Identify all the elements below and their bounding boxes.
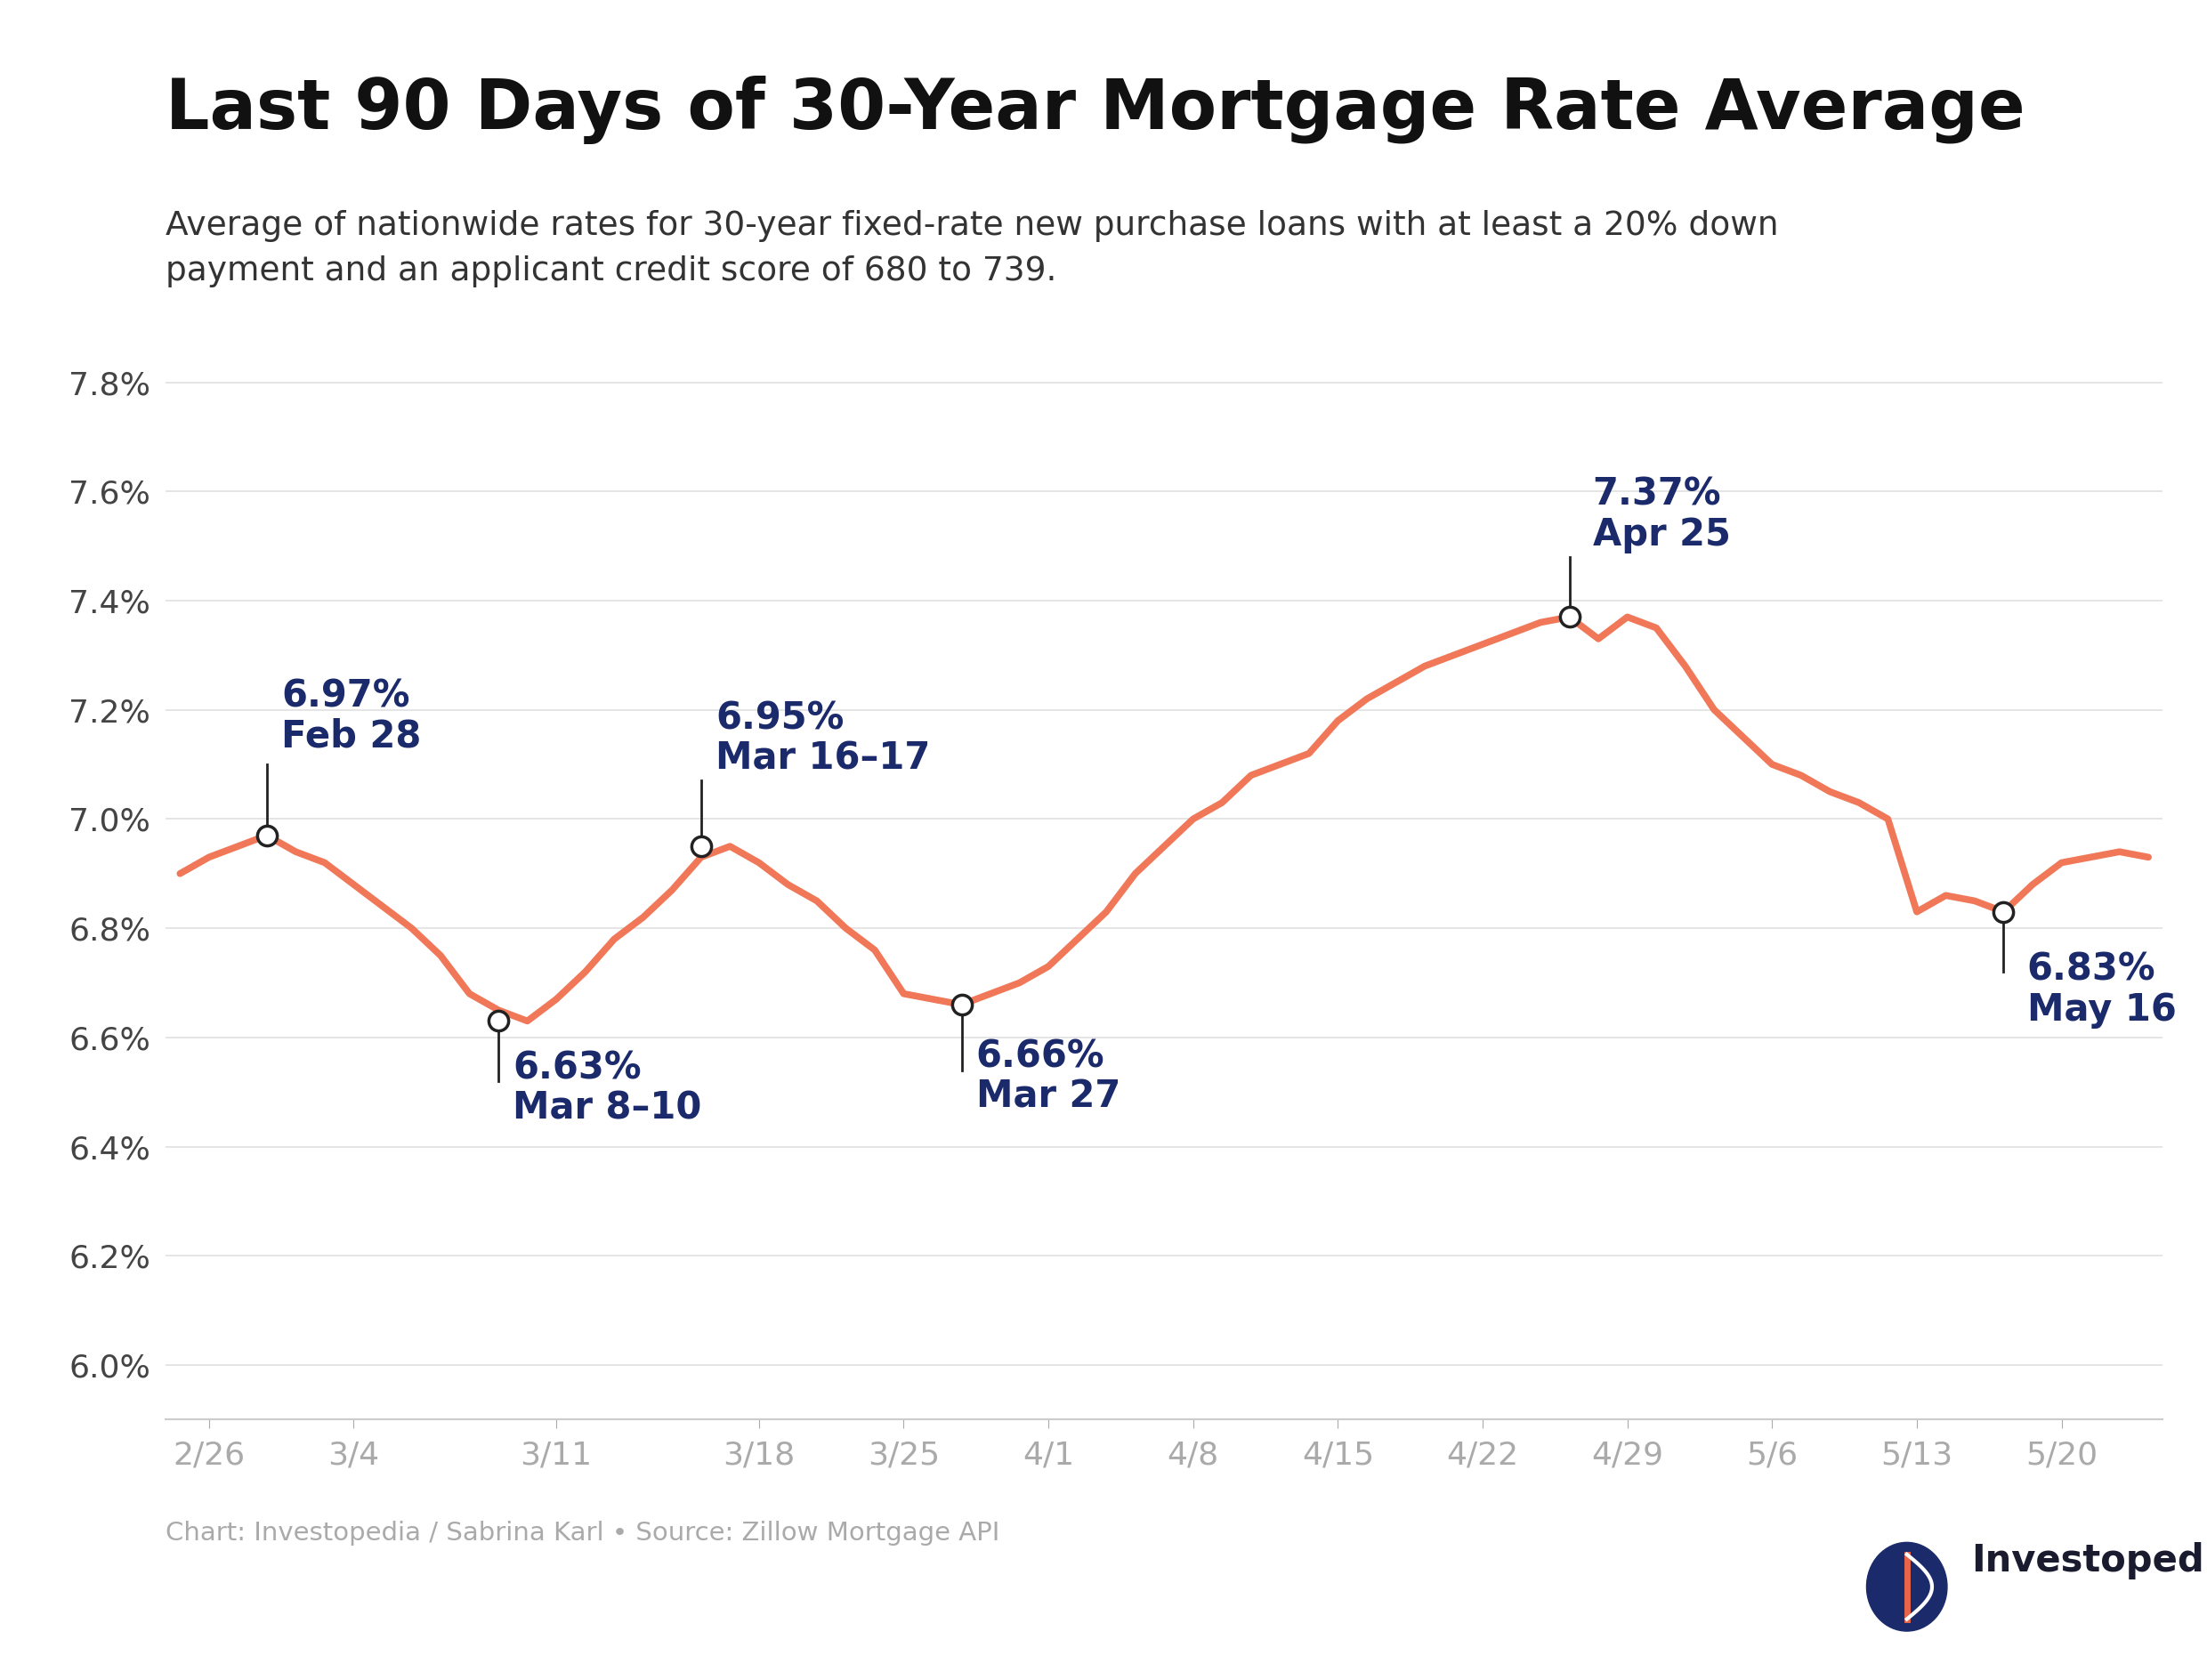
Text: 6.63%: 6.63% xyxy=(512,1050,642,1087)
Text: 6.66%: 6.66% xyxy=(975,1038,1106,1075)
Text: Feb 28: Feb 28 xyxy=(280,717,422,756)
Text: Chart: Investopedia / Sabrina Karl • Source: Zillow Mortgage API: Chart: Investopedia / Sabrina Karl • Sou… xyxy=(166,1520,1000,1546)
Text: 7.37%: 7.37% xyxy=(1593,475,1721,514)
Text: 6.95%: 6.95% xyxy=(715,701,843,738)
Text: May 16: May 16 xyxy=(2026,991,2176,1028)
Text: Last 90 Days of 30-Year Mortgage Rate Average: Last 90 Days of 30-Year Mortgage Rate Av… xyxy=(166,76,2026,144)
Text: Mar 27: Mar 27 xyxy=(975,1079,1121,1116)
Circle shape xyxy=(1867,1542,1947,1631)
Text: Investopedia: Investopedia xyxy=(1971,1542,2207,1579)
Text: Mar 16–17: Mar 16–17 xyxy=(715,739,931,778)
Text: 6.97%: 6.97% xyxy=(280,679,411,716)
Text: Mar 8–10: Mar 8–10 xyxy=(512,1089,702,1127)
Text: 6.83%: 6.83% xyxy=(2026,951,2156,988)
Text: Average of nationwide rates for 30-year fixed-rate new purchase loans with at le: Average of nationwide rates for 30-year … xyxy=(166,210,1779,287)
Text: Apr 25: Apr 25 xyxy=(1593,516,1730,553)
